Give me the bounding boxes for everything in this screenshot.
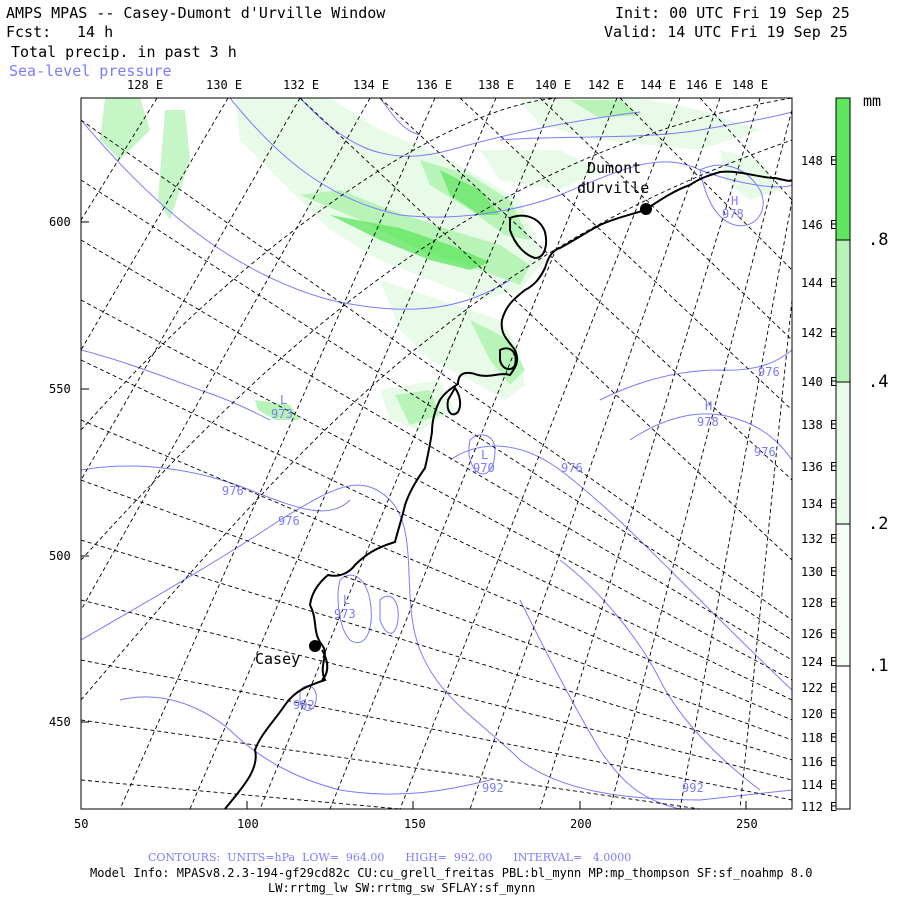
top-lon-label: 136 E xyxy=(416,78,453,92)
right-lon-label: 144 E xyxy=(801,276,838,290)
low-symbol: L xyxy=(481,448,488,462)
y-tick-label: 550 xyxy=(49,382,71,396)
x-tick-label: 50 xyxy=(74,817,89,831)
top-lon-label: 142 E xyxy=(588,78,625,92)
model-info: Model Info: MPASv8.2.3-194-gf29cd82c CU:… xyxy=(90,866,813,880)
map-title: AMPS MPAS -- Casey-Dumont d'Urville Wind… xyxy=(6,4,386,22)
colorbar-seg-0.8 xyxy=(835,97,851,241)
dumont-label-line1: Dumont xyxy=(587,159,641,177)
low-symbol: L xyxy=(280,393,287,407)
contour-label: 976 xyxy=(278,514,300,528)
colorbar-seg-0 xyxy=(835,665,851,810)
top-lon-label: 144 E xyxy=(640,78,677,92)
contours-info: CONTOURS: UNITS=hPa LOW= 964.00 HIGH= 99… xyxy=(148,851,632,864)
dumont-durville-station-marker[interactable] xyxy=(640,203,652,215)
pressure-labels: H 978 H 978 L 973 L 970 L 973 976 976 97… xyxy=(222,194,780,795)
y-tick-label: 500 xyxy=(49,549,71,563)
right-lon-label: 146 E xyxy=(801,218,838,232)
right-lon-label: 116 E xyxy=(801,755,838,769)
dumont-label-line2: dUrville xyxy=(577,179,649,197)
forecast-value: 14 h xyxy=(77,23,114,41)
contour-label: 976 xyxy=(222,484,244,498)
top-lon-label: 132 E xyxy=(283,78,320,92)
colorbar-seg-0.4 xyxy=(835,239,851,383)
right-lon-label: 126 E xyxy=(801,627,838,641)
right-lon-label: 136 E xyxy=(801,460,838,474)
right-lon-label: 148 E xyxy=(801,154,838,168)
high-symbol: H xyxy=(731,194,738,208)
high-value: 978 xyxy=(722,207,744,221)
overlay-label: Sea-level pressure xyxy=(9,62,172,80)
right-lon-label: 118 E xyxy=(801,731,838,745)
colorbar-level: .4 xyxy=(868,372,889,392)
contour-label: 992 xyxy=(482,781,504,795)
casey-label: Casey xyxy=(255,650,300,668)
right-lon-label: 132 E xyxy=(801,532,838,546)
colorbar-seg-0.2 xyxy=(835,381,851,525)
colorbar xyxy=(835,97,851,810)
contour-label: 992 xyxy=(293,698,315,712)
colorbar-level: .2 xyxy=(868,514,889,534)
top-lon-label: 140 E xyxy=(535,78,572,92)
right-lon-label: 134 E xyxy=(801,497,838,511)
map-frame xyxy=(80,97,793,810)
right-lon-label: 142 E xyxy=(801,326,838,340)
contour-label: 976 xyxy=(561,461,583,475)
right-lon-label: 128 E xyxy=(801,596,838,610)
colorbar-unit: mm xyxy=(863,92,882,110)
low-symbol: L xyxy=(343,593,350,607)
top-lon-label: 146 E xyxy=(686,78,723,92)
frame-ticks xyxy=(80,221,747,809)
physics-info: LW:rrtmg_lw SW:rrtmg_sw SFLAY:sf_mynn xyxy=(268,881,536,895)
contour-label: 976 xyxy=(754,445,776,459)
init-time: Init: 00 UTC Fri 19 Sep 25 xyxy=(615,4,850,22)
low-value: 973 xyxy=(271,407,293,421)
right-lon-label: 130 E xyxy=(801,565,838,579)
top-lon-label: 148 E xyxy=(732,78,769,92)
low-value: 973 xyxy=(334,607,356,621)
field-label: Total precip. in past 3 h xyxy=(11,43,237,61)
right-lon-label: 140 E xyxy=(801,375,838,389)
top-lon-label: 138 E xyxy=(478,78,515,92)
y-tick-label: 450 xyxy=(49,715,71,729)
colorbar-level: .8 xyxy=(868,230,889,250)
x-tick-label: 200 xyxy=(570,817,592,831)
casey-station-marker[interactable] xyxy=(309,640,321,652)
contour-label: 976 xyxy=(758,365,780,379)
top-lon-label: 128 E xyxy=(127,78,164,92)
coastline xyxy=(224,170,792,809)
top-lon-label: 134 E xyxy=(353,78,390,92)
right-lon-label: 120 E xyxy=(801,707,838,721)
contour-label: 992 xyxy=(682,781,704,795)
map-plot-area: H 978 H 978 L 973 L 970 L 973 976 976 97… xyxy=(81,98,792,809)
right-lon-label: 138 E xyxy=(801,418,838,432)
forecast-label: Fcst: xyxy=(6,23,52,41)
high-value: 978 xyxy=(697,415,719,429)
station-labels: Casey Dumont dUrville xyxy=(255,159,649,668)
right-lon-label: 124 E xyxy=(801,655,838,669)
colorbar-level: .1 xyxy=(868,656,889,676)
colorbar-seg-0.1 xyxy=(835,523,851,667)
right-lon-label: 112 E xyxy=(801,800,838,814)
high-symbol: H xyxy=(705,399,712,413)
x-tick-label: 150 xyxy=(404,817,426,831)
valid-time: Valid: 14 UTC Fri 19 Sep 25 xyxy=(604,23,848,41)
precip-shading xyxy=(100,98,780,430)
x-tick-label: 250 xyxy=(736,817,758,831)
x-tick-label: 100 xyxy=(237,817,259,831)
right-lon-label: 114 E xyxy=(801,778,838,792)
y-tick-label: 600 xyxy=(49,215,71,229)
right-lon-label: 122 E xyxy=(801,681,838,695)
low-value: 970 xyxy=(473,461,495,475)
top-lon-label: 130 E xyxy=(206,78,243,92)
